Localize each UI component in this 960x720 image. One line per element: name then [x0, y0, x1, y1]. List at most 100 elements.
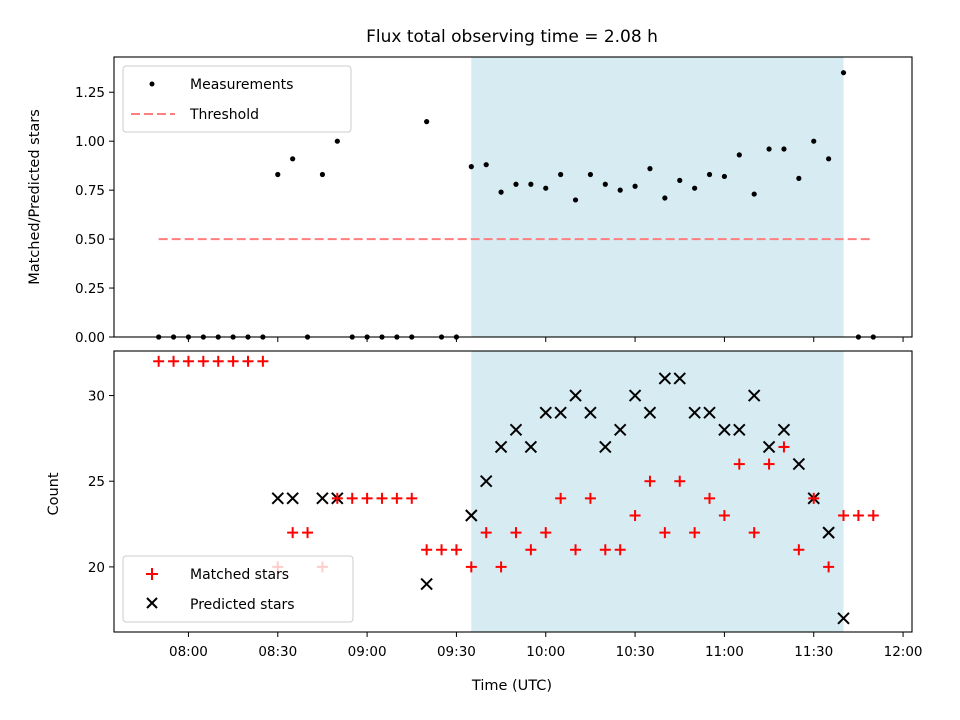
measurement-point-39 — [736, 152, 742, 158]
matched-star-point-30 — [599, 544, 611, 556]
matched-star-point-21 — [465, 561, 477, 573]
measurement-point-46 — [840, 70, 847, 76]
measurement-point-30 — [602, 181, 608, 187]
matched-star-point-15 — [376, 492, 388, 504]
measurement-point-33 — [647, 166, 653, 172]
measurement-point-40 — [751, 191, 757, 197]
matched-star-point-45 — [823, 561, 835, 573]
measurement-point-37 — [706, 171, 713, 178]
measurement-point-27 — [558, 171, 564, 178]
matched-star-point-36 — [689, 527, 701, 539]
matched-star-point-9 — [287, 527, 299, 539]
matched-star-point-25 — [525, 544, 537, 556]
measurement-point-34 — [662, 195, 668, 201]
measurement-point-29 — [587, 171, 594, 178]
bottom-y-tick-label-1: 25 — [88, 474, 105, 490]
x-tick-label-4: 10:00 — [526, 644, 565, 660]
measurement-point-32 — [632, 183, 638, 189]
predicted-star-point-25 — [762, 440, 776, 454]
measurement-point-45 — [826, 156, 832, 162]
measurement-point-18 — [424, 119, 430, 125]
matched-star-point-29 — [584, 492, 596, 504]
predicted-star-point-9 — [524, 440, 538, 454]
measurement-point-41 — [766, 146, 772, 152]
top-plot-frame — [113, 56, 913, 338]
top-y-tick-label-3: 0.75 — [75, 183, 105, 199]
matched-star-point-46 — [838, 509, 850, 521]
legend-measurements-label: Measurements — [190, 77, 293, 93]
matched-star-point-6 — [242, 355, 254, 367]
matched-star-point-18 — [421, 544, 433, 556]
matched-stars-series — [153, 355, 879, 573]
matched-star-point-22 — [480, 527, 492, 539]
x-tick-label-8: 12:00 — [884, 644, 923, 660]
predicted-star-point-12 — [569, 389, 582, 402]
bottom-panel: 20 25 30 08:00 08:30 09:00 09:30 10:00 10:30 11:… — [46, 350, 923, 694]
predicted-star-point-21 — [703, 406, 716, 419]
measurement-point-42 — [781, 146, 787, 152]
predicted-star-point-16 — [628, 389, 642, 402]
matched-star-point-14 — [361, 492, 373, 504]
measurement-point-12 — [334, 138, 340, 144]
matched-star-point-0 — [153, 355, 165, 367]
x-tick-label-5: 10:30 — [616, 644, 655, 660]
x-tick-label-2: 09:00 — [348, 644, 387, 660]
chart-title: Flux total observing time = 2.08 h — [366, 27, 658, 47]
measurement-point-25 — [528, 181, 534, 187]
predicted-star-point-10 — [539, 406, 552, 419]
top-legend-box — [122, 65, 352, 133]
matched-star-point-38 — [718, 509, 730, 521]
matched-star-point-34 — [659, 527, 671, 539]
predicted-star-point-6 — [479, 475, 493, 488]
predicted-star-point-0 — [271, 492, 284, 505]
predicted-star-point-18 — [658, 372, 672, 385]
matched-star-point-19 — [436, 544, 448, 556]
matched-star-point-26 — [540, 527, 552, 539]
matched-star-point-48 — [867, 509, 879, 521]
x-tick-label-1: 08:30 — [258, 644, 297, 660]
x-axis-label: Time (UTC) — [471, 678, 552, 694]
bottom-y-tick-label-0: 20 — [88, 560, 105, 576]
top-legend: Measurements Threshold — [122, 65, 352, 133]
matched-star-point-20 — [450, 544, 462, 556]
predicted-star-point-23 — [733, 423, 746, 437]
top-y-axis-label: Matched/Predicted stars — [27, 109, 43, 285]
predicted-star-point-30 — [837, 612, 850, 625]
bottom-x-axis: 08:00 08:30 09:00 09:30 10:00 10:30 11:00 11:30… — [169, 632, 923, 660]
matched-star-point-33 — [644, 475, 656, 487]
matched-star-point-44 — [808, 492, 820, 504]
top-x-axis — [187, 337, 904, 342]
predicted-star-point-2 — [316, 492, 329, 505]
matched-star-point-41 — [763, 458, 775, 470]
predicted-star-point-13 — [584, 406, 597, 419]
matched-star-point-12 — [331, 492, 343, 504]
top-y-tick-label-5: 1.25 — [75, 85, 105, 101]
measurement-point-38 — [721, 173, 728, 180]
predicted-star-point-20 — [688, 406, 701, 419]
predicted-star-point-29 — [822, 526, 835, 539]
predicted-star-point-15 — [613, 423, 627, 437]
matched-star-point-31 — [614, 544, 626, 556]
legend-predicted-marker — [146, 597, 158, 609]
measurement-point-23 — [498, 189, 504, 195]
predicted-star-point-17 — [643, 406, 657, 419]
matched-star-point-23 — [495, 561, 507, 573]
predicted-star-point-14 — [599, 440, 612, 454]
matched-star-point-13 — [346, 492, 358, 504]
measurement-point-43 — [796, 175, 802, 181]
predicted-star-point-27 — [792, 457, 806, 471]
predicted-star-point-11 — [554, 406, 567, 419]
matched-star-point-28 — [570, 544, 582, 556]
bottom-highlight-span — [471, 351, 844, 632]
matched-star-point-43 — [793, 544, 805, 556]
matched-star-point-42 — [778, 441, 790, 453]
x-tick-label-3: 09:30 — [437, 644, 476, 660]
legend-matched-label: Matched stars — [190, 567, 289, 583]
matched-star-point-39 — [733, 458, 745, 470]
measurement-point-28 — [572, 197, 579, 203]
top-panel: 0.00 0.25 0.50 0.75 1.00 1.25 Matched/Predict… — [27, 56, 913, 346]
matched-star-point-2 — [182, 355, 194, 367]
legend-measurements-marker — [149, 81, 155, 87]
predicted-star-point-4 — [420, 577, 433, 591]
measurement-point-11 — [319, 171, 326, 178]
